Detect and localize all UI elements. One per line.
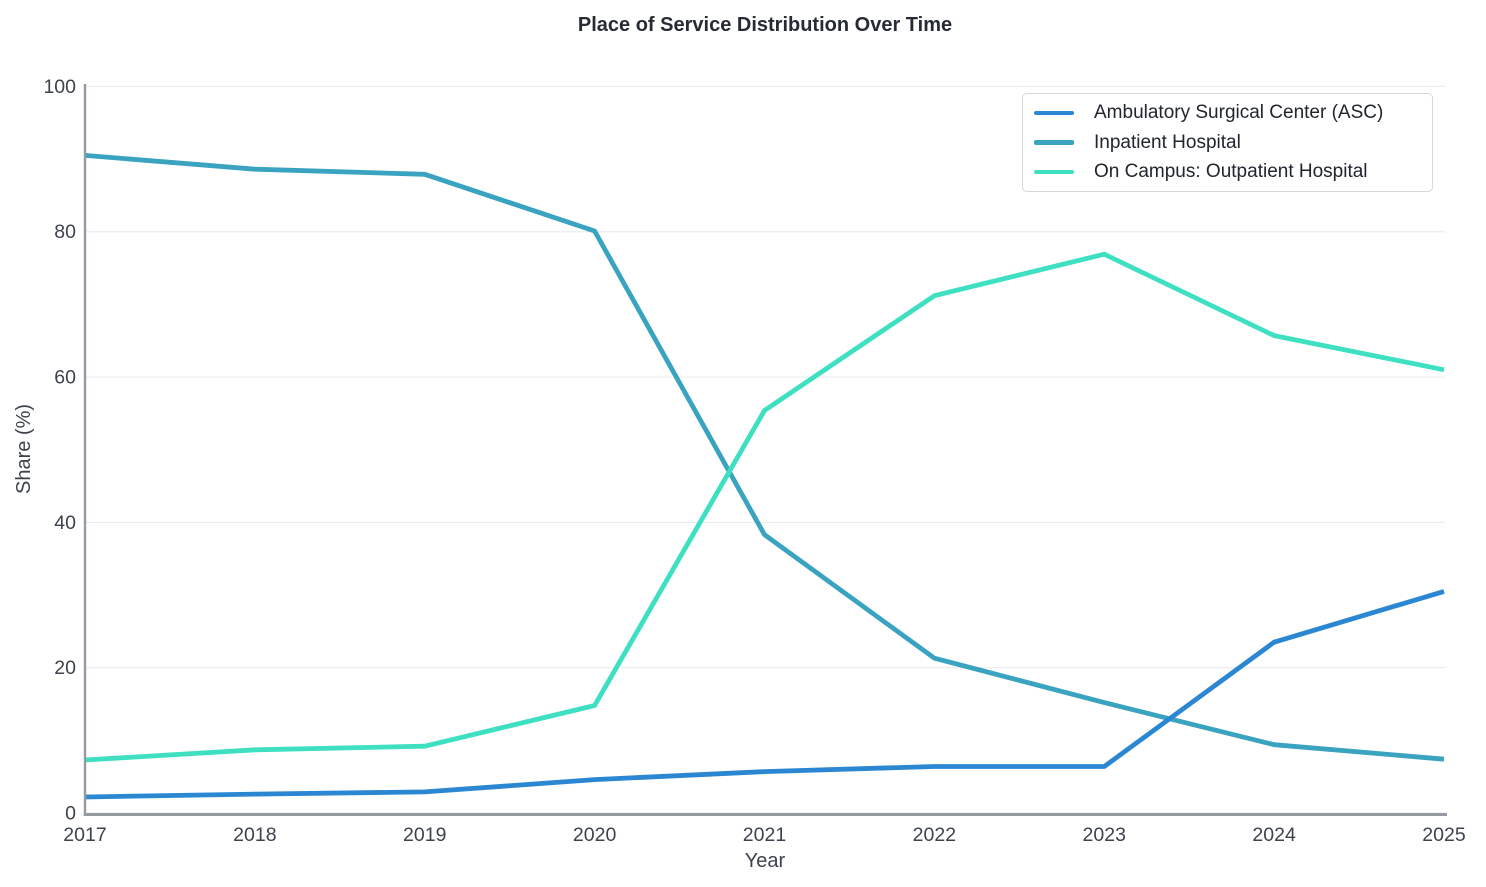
x-tick-2024: 2024 (1252, 824, 1296, 846)
chart-title: Place of Service Distribution Over Time (578, 14, 952, 36)
y-tick-100: 100 (43, 76, 76, 98)
x-tick-2025: 2025 (1422, 824, 1466, 846)
legend: Ambulatory Surgical Center (ASC) Inpatie… (1022, 93, 1433, 192)
x-tick-2022: 2022 (913, 824, 956, 846)
oncampus-line-swatch (1034, 169, 1074, 175)
y-axis-label: Share (%) (13, 404, 35, 494)
asc-line-swatch (1034, 110, 1074, 116)
legend-item-inpatient: Inpatient Hospital (1023, 128, 1432, 158)
legend-label-asc: Ambulatory Surgical Center (ASC) (1094, 101, 1384, 123)
x-tick-2021: 2021 (743, 824, 786, 846)
series-line-0 (84, 589, 1445, 800)
y-tick-20: 20 (54, 657, 76, 679)
y-tick-40: 40 (54, 512, 76, 534)
y-tick-80: 80 (54, 221, 76, 243)
x-tick-2018: 2018 (233, 824, 276, 846)
legend-item-oncampus: On Campus: Outpatient Hospital (1023, 157, 1432, 187)
legend-label-inpatient: Inpatient Hospital (1094, 131, 1241, 153)
inpatient-line-swatch (1034, 140, 1074, 145)
x-tick-2019: 2019 (403, 824, 446, 846)
series-line-1 (84, 153, 1445, 762)
plot-layers: 0 20 40 60 80 100 2017 2018 2019 2020 2021 2022 2023… (43, 76, 1465, 846)
x-tick-2023: 2023 (1083, 824, 1126, 846)
legend-label-oncampus: On Campus: Outpatient Hospital (1094, 161, 1368, 183)
x-tick-2017: 2017 (63, 824, 106, 846)
y-tick-0: 0 (65, 803, 76, 825)
x-tick-2020: 2020 (573, 824, 617, 846)
series-line-2 (84, 251, 1445, 763)
x-axis-label: Year (745, 850, 786, 872)
legend-item-asc: Ambulatory Surgical Center (ASC) (1023, 98, 1432, 128)
y-tick-60: 60 (54, 367, 76, 389)
